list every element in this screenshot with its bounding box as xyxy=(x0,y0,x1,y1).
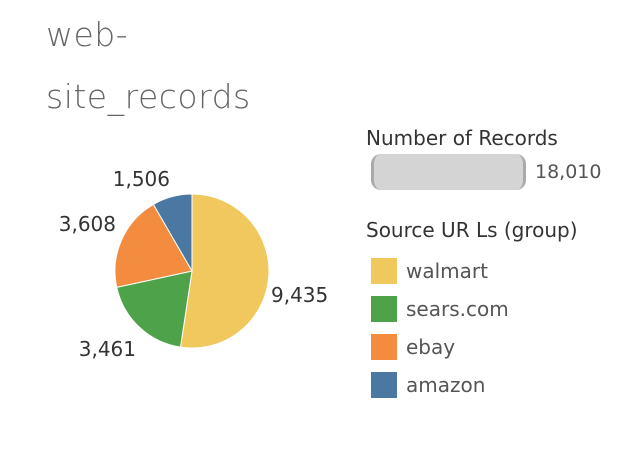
pie-slice-ebay[interactable] xyxy=(114,203,193,288)
pie-data-label: 3,608 xyxy=(59,212,116,236)
legend-swatch xyxy=(371,334,397,360)
chart-title-line-2: site_records xyxy=(46,77,251,116)
pie-slice-sears-com[interactable] xyxy=(116,270,193,348)
pie-data-label: 1,506 xyxy=(113,167,170,191)
pie-slices xyxy=(114,193,270,349)
size-legend-max-value: 18,010 xyxy=(535,161,602,183)
chart-title-line-1: web- xyxy=(46,15,129,54)
legend-item-ebay[interactable]: ebay xyxy=(371,328,509,366)
legend-swatch xyxy=(371,372,397,398)
legend-item-sears-com[interactable]: sears.com xyxy=(371,290,509,328)
chart-title: web- site_records xyxy=(46,4,306,128)
legend-label: amazon xyxy=(406,373,486,397)
legend-swatch xyxy=(371,258,397,284)
pie-slice-walmart[interactable] xyxy=(179,193,270,349)
legend-label: sears.com xyxy=(406,297,509,321)
pie-slice-amazon[interactable] xyxy=(152,193,193,273)
legend-swatch xyxy=(371,296,397,322)
color-legend: walmart sears.com ebay amazon xyxy=(371,252,509,404)
color-legend-title: Source UR Ls (group) xyxy=(366,218,578,242)
size-legend-bar xyxy=(371,154,526,190)
legend-item-walmart[interactable]: walmart xyxy=(371,252,509,290)
pie-labels: 9,435 3,461 3,608 1,506 xyxy=(59,167,329,361)
legend-item-amazon[interactable]: amazon xyxy=(371,366,509,404)
pie-data-label: 9,435 xyxy=(271,283,328,307)
size-legend-title: Number of Records xyxy=(366,126,558,150)
legend-label: ebay xyxy=(406,335,456,359)
legend-label: walmart xyxy=(406,259,488,283)
pie-data-label: 3,461 xyxy=(79,337,136,361)
